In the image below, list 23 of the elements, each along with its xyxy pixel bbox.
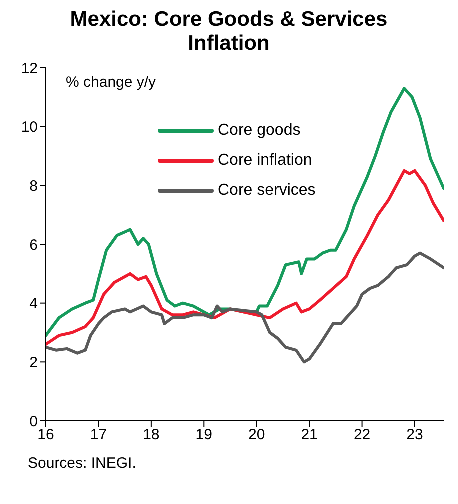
x-tick-label: 17: [90, 426, 108, 444]
x-tick-label: 18: [143, 426, 160, 444]
y-tick-label: 6: [30, 236, 38, 254]
legend-label: Core services: [218, 181, 316, 201]
line-series: [46, 169, 444, 346]
x-tick-label: 16: [38, 426, 54, 444]
legend-label: Core inflation: [218, 151, 312, 171]
y-axis-title: % change y/y: [66, 74, 156, 91]
x-tick-label: 21: [301, 426, 318, 444]
line-series: [46, 252, 444, 364]
y-tick-label: 10: [21, 119, 38, 136]
x-tick-label: 20: [248, 426, 266, 444]
x-tick-label: 23: [406, 426, 424, 444]
y-tick-label: 8: [30, 178, 38, 195]
y-tick-label: 0: [30, 413, 38, 430]
x-tick-label: 19: [196, 426, 212, 444]
chart-title: Mexico: Core Goods & Services Inflation: [69, 8, 389, 56]
y-tick-label: 2: [30, 354, 38, 372]
x-tick-label: 22: [354, 426, 371, 444]
legend-label: Core goods: [218, 121, 301, 141]
y-tick-label: 12: [21, 60, 38, 78]
source-note: Sources: INEGI.: [27, 455, 138, 472]
y-tick-label: 4: [30, 296, 38, 313]
